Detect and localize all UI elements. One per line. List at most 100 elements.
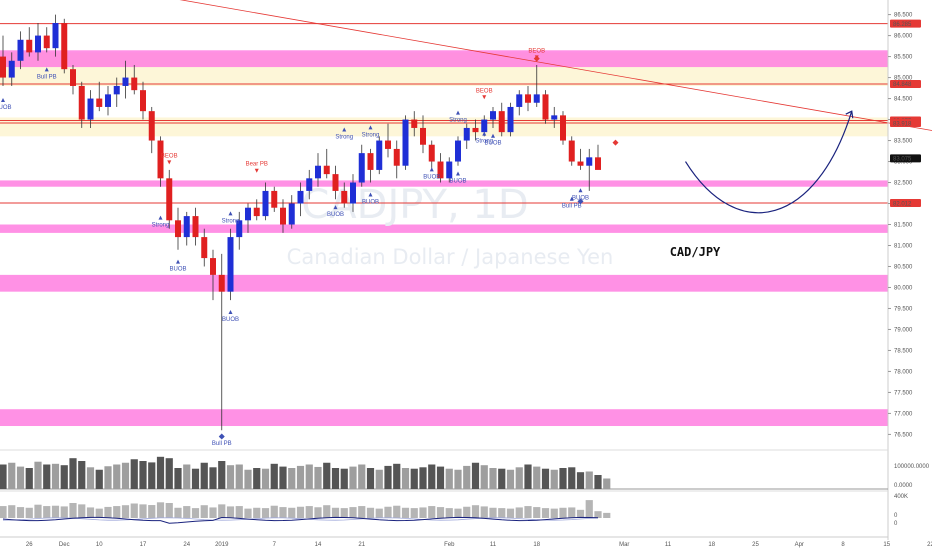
- time-tick-label: Dec: [59, 542, 70, 548]
- time-tick-label: 22: [927, 542, 932, 548]
- projection-arrowhead-icon: [845, 110, 854, 119]
- oscillator-tick-label: 0: [894, 513, 898, 519]
- volume-bar: [349, 466, 357, 489]
- oscillator-bar: [121, 505, 130, 518]
- oscillator-tick-label: 400K: [894, 494, 908, 500]
- oscillator-bar: [585, 500, 593, 518]
- volume-bar: [454, 469, 462, 489]
- candle-body: [245, 207, 251, 221]
- candle-body: [595, 157, 601, 170]
- oscillator-bar: [60, 506, 68, 518]
- oscillator-bar: [156, 502, 165, 518]
- oscillator-bar: [358, 506, 366, 518]
- candle-body: [516, 94, 523, 107]
- volume-bar: [401, 468, 410, 489]
- candle-body: [0, 56, 6, 78]
- oscillator-bar: [550, 508, 558, 518]
- volume-bar: [34, 461, 42, 489]
- candle-body: [26, 39, 33, 53]
- oscillator-bar: [393, 505, 401, 518]
- oscillator-bar: [576, 509, 585, 518]
- volume-tick-label: 100000.0000: [894, 464, 930, 470]
- candle-body: [148, 111, 155, 141]
- signal-label: Strong: [222, 218, 240, 224]
- candle-body: [411, 119, 418, 128]
- volume-bar: [314, 466, 322, 489]
- signal-arrow-down-icon: [254, 168, 259, 173]
- oscillator-bar: [340, 508, 348, 518]
- price-tick-label: 81.500: [894, 223, 913, 229]
- time-tick-label: 26: [26, 542, 33, 548]
- oscillator-line: [2, 516, 599, 524]
- signal-arrow-up-icon: [158, 215, 163, 220]
- signal-label: Strong: [362, 132, 380, 138]
- volume-bar: [130, 459, 138, 489]
- volume-bar: [358, 464, 366, 489]
- volume-bar: [288, 468, 296, 489]
- signal-label: BUOB: [0, 105, 12, 111]
- signal-label: BUOB: [169, 267, 186, 273]
- time-tick-label: 2019: [215, 542, 229, 548]
- candle-body: [507, 106, 514, 133]
- signal-arrow-up-icon: [482, 131, 487, 136]
- candle-body: [568, 140, 575, 162]
- time-tick-label: Feb: [444, 542, 455, 548]
- candle-body: [253, 207, 260, 217]
- oscillator-bar: [480, 506, 488, 518]
- candle-body: [35, 35, 41, 53]
- signal-label: BEOB: [476, 88, 493, 94]
- oscillator-bar: [533, 507, 541, 518]
- signal-label: BUOB: [423, 174, 440, 180]
- price-tick-label: 85.000: [894, 76, 913, 82]
- candle-body: [96, 98, 103, 107]
- candle-body: [218, 274, 225, 292]
- oscillator-bar: [471, 505, 480, 518]
- price-tick-label: 77.000: [894, 411, 913, 417]
- candle-body: [472, 127, 479, 133]
- supply-demand-zone: [0, 409, 888, 427]
- price-label-box: [890, 154, 921, 163]
- volume-bar: [78, 461, 86, 489]
- candle-body: [78, 85, 85, 120]
- candle-body: [52, 22, 59, 49]
- supply-demand-zone: [0, 274, 888, 292]
- oscillator-bar: [244, 508, 252, 518]
- candle-body: [61, 22, 68, 70]
- volume-bar: [86, 467, 95, 489]
- candle-body: [350, 182, 356, 204]
- volume-bar: [200, 462, 208, 489]
- oscillator-bar: [366, 507, 375, 518]
- time-tick-label: 24: [183, 542, 190, 548]
- volume-bar: [428, 464, 436, 489]
- signal-arrow-down-icon: [482, 95, 487, 100]
- oscillator-bar: [43, 506, 51, 518]
- volume-bar: [366, 468, 375, 489]
- price-tick-label: 78.000: [894, 369, 913, 375]
- oscillator-tick-label: 0: [894, 521, 898, 527]
- volume-bar: [585, 471, 593, 489]
- candle-body: [577, 161, 584, 166]
- oscillator-bar: [69, 502, 77, 518]
- signal-diamond-icon: [577, 198, 584, 205]
- volume-bar: [69, 458, 77, 489]
- time-tick-label: Mar: [619, 542, 629, 548]
- signal-arrow-up-icon: [368, 192, 373, 197]
- price-tick-label: 84.500: [894, 97, 913, 103]
- price-tick-label: 86.000: [894, 34, 913, 40]
- oscillator-bar: [104, 506, 112, 518]
- time-tick-label: 25: [752, 542, 759, 548]
- oscillator-bar: [139, 504, 147, 518]
- oscillator-bar: [209, 507, 217, 518]
- candle-body: [183, 216, 190, 238]
- candle-body: [446, 161, 453, 179]
- price-label-text: 84.848: [893, 82, 912, 88]
- oscillator-bar: [594, 511, 602, 518]
- watermark-name: Canadian Dollar / Japanese Yen: [287, 245, 614, 269]
- oscillator-bar: [445, 508, 453, 518]
- candle-body: [481, 119, 488, 133]
- oscillator-bar: [603, 512, 611, 518]
- candle-body: [122, 77, 129, 86]
- signal-diamond-icon: [533, 55, 540, 62]
